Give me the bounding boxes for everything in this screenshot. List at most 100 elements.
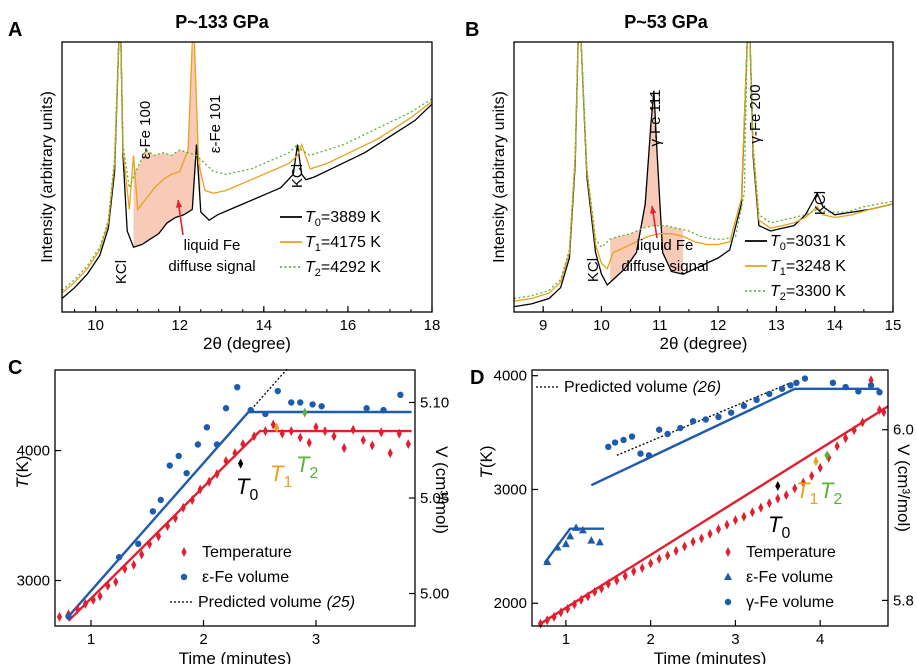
x-tick-label: 11 <box>652 317 668 334</box>
epsilon-volume-point <box>578 525 587 534</box>
legend-label-1: T1=3248 K <box>770 258 846 278</box>
legend-symbol: T <box>770 258 781 275</box>
x-tick-label: 2 <box>646 631 654 648</box>
gamma-volume-point <box>611 439 619 446</box>
temperature-point <box>775 493 781 504</box>
volume-point <box>194 441 202 448</box>
temperature-point <box>605 578 611 589</box>
y-right-tick-label: 5.05 <box>420 490 449 507</box>
temperature-point <box>369 440 375 451</box>
x-tick-label: 1 <box>562 631 570 648</box>
y-right-tick-label: 6.0 <box>893 422 914 439</box>
x-tick-label: 13 <box>768 317 785 334</box>
legend-marker <box>181 547 187 557</box>
temperature-point <box>90 595 96 606</box>
temperature-point <box>322 426 328 437</box>
legend-subscript: 0 <box>780 241 786 253</box>
gamma-volume-point <box>605 443 612 450</box>
gamma-volume-point <box>876 388 883 396</box>
legend-ref: (25) <box>327 594 355 611</box>
gamma-volume-point <box>628 433 636 440</box>
series-line-2 <box>514 42 893 300</box>
legend-text: Temperature <box>746 544 836 561</box>
temperature-point <box>631 566 637 577</box>
temperature-point <box>341 442 347 453</box>
panel-label-c: C <box>8 357 22 379</box>
temperature-point <box>783 490 789 501</box>
temperature-fit-line <box>67 429 412 622</box>
series-line-2 <box>62 42 432 291</box>
temperature-point <box>558 607 564 618</box>
temperature-point <box>665 550 671 561</box>
label-t2-sub: 2 <box>833 491 842 508</box>
temperature-point <box>741 511 747 522</box>
annotation-arrowhead <box>650 206 657 214</box>
x-tick-label: 2 <box>199 631 207 648</box>
temperature-point <box>673 545 679 556</box>
annotation-arrowhead <box>175 200 183 208</box>
volume-point <box>380 406 387 414</box>
temperature-point <box>164 520 171 531</box>
legend-subscript: 1 <box>780 266 786 278</box>
series-line-0 <box>514 42 893 308</box>
temperature-point <box>565 603 571 614</box>
panel-label-d: D <box>470 367 484 389</box>
legend-value: =3031 K <box>786 233 846 250</box>
gamma-volume-fit-line <box>590 387 880 487</box>
legend-label-2: T2=3300 K <box>770 283 846 303</box>
legend-label: Temperature <box>202 544 292 561</box>
x-tick-label: 15 <box>885 317 902 334</box>
temperature-point <box>262 426 268 437</box>
gamma-volume-point <box>637 450 644 457</box>
temperature-point <box>585 591 591 602</box>
gamma-volume-point <box>715 413 722 421</box>
annotation-label: γ-Fe 111 <box>647 90 664 147</box>
temperature-point <box>598 583 605 594</box>
x-axis-label: Time (minutes) <box>654 649 767 664</box>
legend-subscript: 2 <box>315 267 321 279</box>
legend-text: γ-Fe volume <box>746 594 834 611</box>
y-left-axis-symbol: T <box>13 477 32 489</box>
legend-value: =3889 K <box>321 209 381 226</box>
annotation-label: KCl <box>113 260 130 284</box>
legend-text: Predicted volume <box>564 379 688 396</box>
legend-label: γ-Fe volume <box>746 594 834 611</box>
y-left-tick-label: 3000 <box>494 481 527 498</box>
label-t1: T1 <box>270 461 292 491</box>
temperature-point <box>826 452 832 463</box>
temperature-point <box>843 433 849 444</box>
epsilon-volume-point <box>595 537 604 546</box>
temperature-point <box>707 528 713 539</box>
x-axis-label: 2θ (degree) <box>203 334 291 353</box>
volume-point <box>363 405 370 412</box>
temperature-point <box>97 591 103 602</box>
y-right-tick-label: 5.10 <box>420 394 449 411</box>
temperature-point <box>571 599 577 610</box>
temperature-point <box>859 417 866 428</box>
legend-value: =3300 K <box>786 283 846 300</box>
y-left-tick-label: 3000 <box>17 573 50 590</box>
x-tick-label: 12 <box>171 317 188 334</box>
legend-ref: (26) <box>693 379 721 396</box>
temperature-point <box>331 431 337 442</box>
epsilon-volume-point <box>566 531 575 540</box>
temperature-point <box>139 549 145 560</box>
annotation-label: diffuse signal <box>621 258 708 275</box>
y-right-axis-label: V (cm³/mol) <box>432 446 451 534</box>
temperature-point <box>766 498 772 509</box>
legend-label: ε-Fe volume <box>202 569 289 586</box>
temperature-point <box>578 594 584 605</box>
epsilon-volume-point <box>572 523 581 531</box>
temperature-point <box>648 558 654 569</box>
legend-value: =4292 K <box>321 259 381 276</box>
plot-frame <box>513 41 894 313</box>
temperature-point <box>313 422 319 433</box>
annotation-label: ε-Fe 101 <box>207 95 224 153</box>
volume-point <box>318 403 325 410</box>
x-tick-label: 14 <box>255 317 272 334</box>
gamma-volume-point <box>855 388 862 395</box>
volume-point <box>262 410 269 418</box>
temperature-point <box>809 470 815 481</box>
